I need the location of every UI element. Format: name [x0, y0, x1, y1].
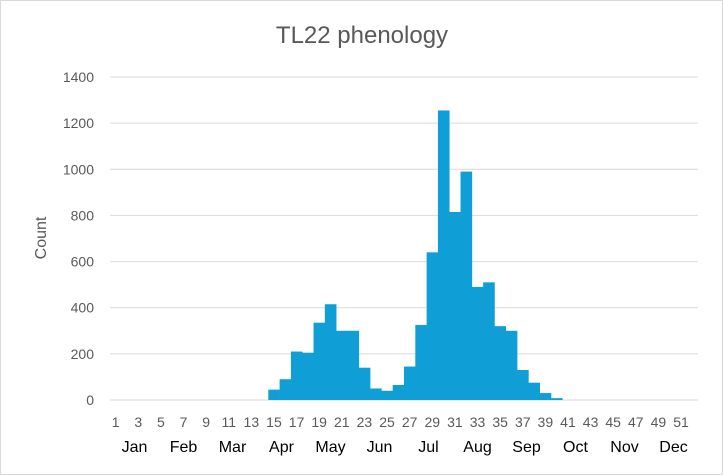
bar: [336, 330, 348, 400]
month-label: May: [315, 439, 345, 456]
bar: [358, 367, 371, 400]
x-tick-label: 49: [651, 414, 667, 430]
bar: [381, 390, 393, 400]
y-tick-label: 200: [71, 346, 95, 362]
x-tick-label: 1: [112, 414, 120, 430]
x-tick-label: 51: [673, 414, 689, 430]
bar: [505, 330, 518, 400]
bar: [517, 370, 529, 400]
x-tick-label: 41: [560, 414, 576, 430]
x-tick-label: 37: [515, 414, 531, 430]
bars: [268, 110, 563, 400]
y-tick-label: 800: [71, 207, 95, 223]
month-label: Dec: [659, 439, 687, 456]
month-label: Mar: [219, 439, 247, 456]
y-tick-label: 0: [86, 392, 94, 408]
x-tick-label: 31: [447, 414, 463, 430]
bar: [471, 286, 484, 400]
y-axis-label: Count: [33, 216, 50, 259]
x-tick-label: 35: [492, 414, 508, 430]
bar: [460, 171, 473, 400]
month-labels: Jan Feb Mar Apr May Jun Jul Aug Sep Oct Nov Dec: [122, 439, 688, 456]
gridlines: [110, 76, 698, 401]
bar: [449, 211, 461, 400]
x-tick-label: 15: [266, 414, 282, 430]
bar: [528, 382, 540, 400]
x-tick-label: 21: [334, 414, 350, 430]
bar: [290, 351, 303, 400]
x-tick-label: 13: [244, 414, 260, 430]
x-tick-label: 39: [538, 414, 554, 430]
bar: [370, 388, 382, 400]
bar: [313, 322, 326, 400]
y-tick-label: 600: [71, 254, 95, 270]
bar: [539, 393, 552, 400]
bar: [415, 325, 427, 400]
bar: [404, 366, 416, 400]
x-tick-label: 3: [134, 414, 142, 430]
month-label: Sep: [512, 439, 541, 456]
x-tick-label: 47: [628, 414, 644, 430]
bar: [324, 304, 337, 400]
bar: [268, 389, 280, 400]
bar: [551, 398, 563, 400]
x-tick-label: 17: [289, 414, 305, 430]
x-tick-label: 19: [311, 414, 327, 430]
bar: [347, 330, 360, 400]
x-tick-label: 45: [605, 414, 621, 430]
x-tick-label: 7: [180, 414, 188, 430]
bar: [437, 110, 450, 400]
x-tick-label: 9: [202, 414, 210, 430]
bar: [302, 352, 314, 400]
bar: [392, 385, 405, 400]
bar: [279, 379, 292, 400]
month-label: Jan: [122, 439, 148, 456]
x-tick-label: 25: [379, 414, 395, 430]
y-axis-ticks: 0 200 400 600 800 1000 1200 1400: [63, 69, 94, 408]
month-label: Oct: [563, 439, 588, 456]
chart-title: TL22 phenology: [276, 22, 448, 49]
x-tick-label: 43: [583, 414, 599, 430]
x-tick-label: 27: [402, 414, 418, 430]
bar: [483, 282, 495, 400]
y-tick-label: 1200: [63, 115, 94, 131]
x-tick-label: 11: [221, 414, 236, 430]
x-axis-ticks: 1 3 5 7 9 11 13 15 17 19 21 23 25 27 29 31 33 35 37 39 41 43 4…: [112, 414, 689, 430]
y-tick-label: 1400: [63, 69, 94, 85]
x-tick-label: 23: [357, 414, 373, 430]
bar: [494, 326, 507, 400]
bar: [426, 252, 439, 400]
x-tick-label: 29: [424, 414, 440, 430]
month-label: Apr: [269, 439, 295, 456]
x-tick-label: 33: [470, 414, 486, 430]
x-tick-label: 5: [157, 414, 165, 430]
month-label: Jul: [418, 439, 438, 456]
month-label: Jun: [367, 439, 393, 456]
month-label: Feb: [170, 439, 198, 456]
month-label: Nov: [610, 439, 638, 456]
y-tick-label: 1000: [63, 161, 94, 177]
y-tick-label: 400: [71, 300, 95, 316]
month-label: Aug: [463, 439, 491, 456]
